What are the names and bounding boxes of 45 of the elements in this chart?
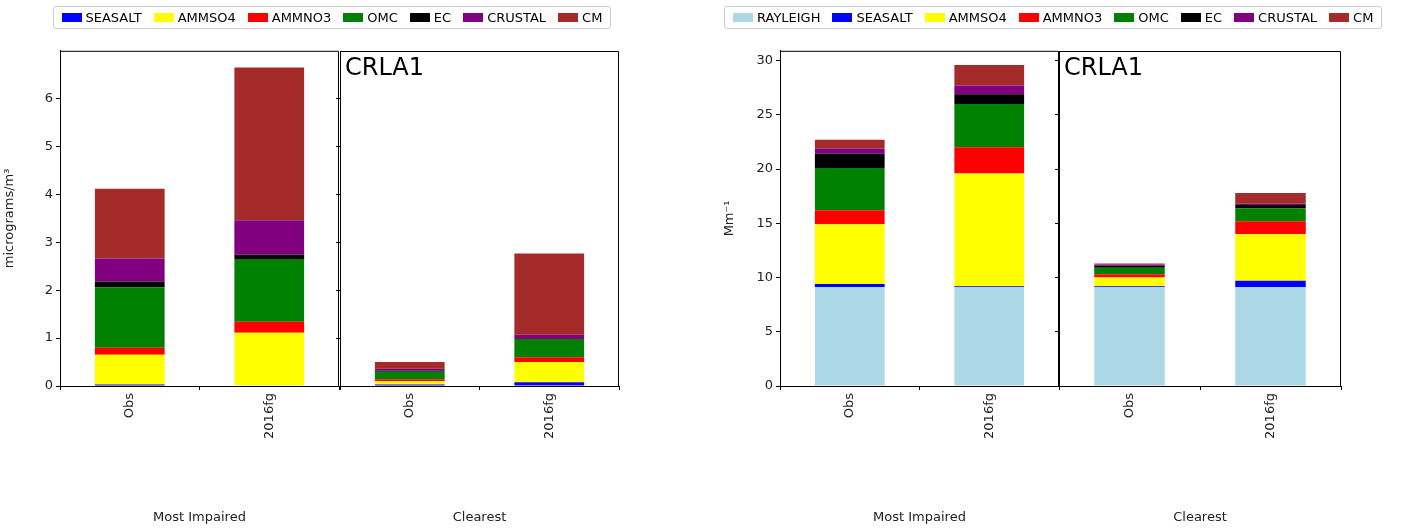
legend-label: AMMNO3: [1041, 10, 1103, 25]
y-tick-label: 3: [44, 233, 53, 249]
legend-label: OMC: [366, 10, 398, 25]
x-axis-title: Clearest: [452, 508, 507, 524]
annotation: CRLA1: [345, 53, 425, 82]
y-tick-label: 10: [756, 268, 773, 284]
y-tick-label: 25: [756, 106, 773, 122]
y-tick-label: 5: [764, 323, 773, 339]
x-tick-label: Obs: [401, 392, 417, 419]
x-tick-label: 2016fg: [980, 393, 996, 439]
x-tick-label: 2016fg: [260, 393, 276, 439]
legend-label: SEASALT: [84, 10, 142, 25]
x-axis-title: Most Impaired: [873, 508, 966, 524]
y-tick-label: 4: [44, 185, 53, 201]
y-axis-title: micrograms/m³: [1, 168, 17, 269]
x-axis-title: Clearest: [1173, 508, 1227, 524]
y-tick-label: 30: [756, 51, 773, 67]
y-tick-label: 2: [44, 281, 53, 297]
legend-label: CM: [1352, 10, 1374, 25]
x-tick-label: 2016fg: [540, 393, 556, 439]
legend-label: RAYLEIGH: [756, 10, 821, 25]
y-tick-label: 0: [44, 377, 53, 393]
x-tick-label: Obs: [1120, 392, 1136, 419]
legend-label: CRUSTAL: [486, 10, 547, 25]
y-tick-label: 0: [764, 377, 773, 393]
legend-label: CRUSTAL: [1257, 10, 1318, 25]
legend-label: AMMSO4: [176, 10, 236, 25]
legend-label: EC: [1203, 10, 1223, 25]
x-tick-label: Obs: [121, 392, 137, 419]
y-tick-label: 1: [44, 329, 53, 345]
legend-label: AMMSO4: [947, 10, 1007, 25]
y-tick-label: 15: [756, 214, 773, 230]
x-axis-title: Most Impaired: [153, 508, 246, 524]
legend-label: OMC: [1137, 10, 1169, 25]
legend-label: CM: [581, 10, 603, 25]
legend-label: AMMNO3: [270, 10, 332, 25]
x-tick-label: 2016fg: [1261, 393, 1277, 439]
y-tick-label: 20: [756, 160, 773, 176]
y-tick-label: 5: [44, 137, 53, 153]
legend-label: EC: [432, 10, 452, 25]
y-tick-label: 6: [44, 90, 53, 106]
y-axis-title: Mm⁻¹: [721, 200, 737, 237]
legend-label: SEASALT: [855, 10, 913, 25]
annotation: CRLA1: [1064, 53, 1144, 82]
x-tick-label: Obs: [841, 392, 857, 419]
